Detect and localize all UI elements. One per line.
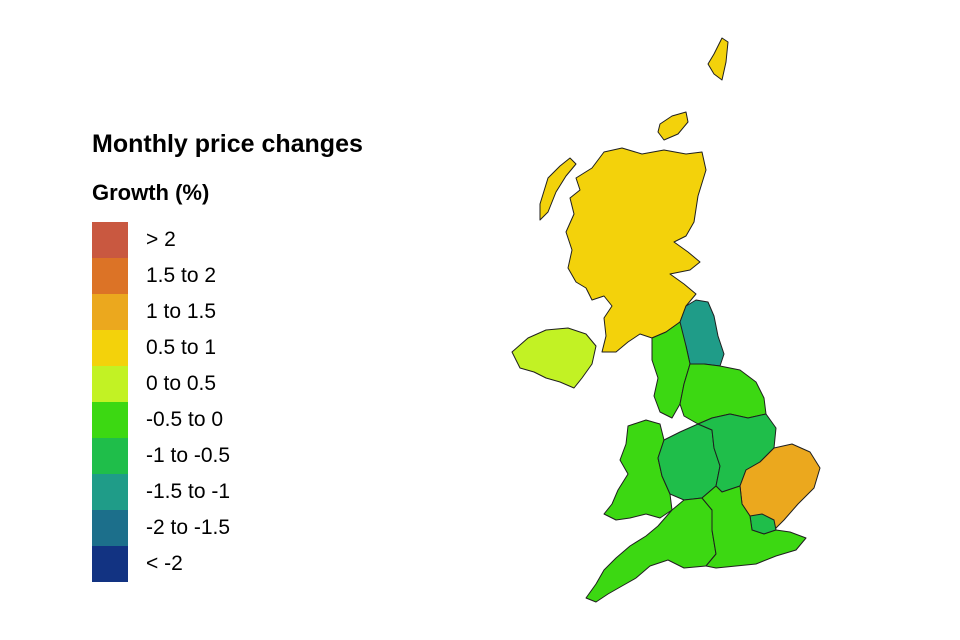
legend-swatch [92, 438, 128, 474]
legend-swatch [92, 510, 128, 546]
legend-item-minus-0-5-to-0: -0.5 to 0 [92, 402, 230, 438]
legend-item-minus-2-to-minus-1-5: -2 to -1.5 [92, 510, 230, 546]
region-west-midlands [657, 423, 721, 501]
region-scotland-western-isles [539, 157, 577, 221]
legend-label: < -2 [146, 552, 183, 575]
region-scotland-shetland [707, 37, 729, 81]
legend-swatch [92, 258, 128, 294]
region-scotland-orkney [657, 111, 689, 141]
legend-label: -2 to -1.5 [146, 516, 231, 539]
legend-label: -1.5 to -1 [146, 480, 231, 503]
legend-item-gt-2: > 2 [92, 222, 230, 258]
legend-label: -0.5 to 0 [146, 408, 224, 431]
legend-swatch [92, 294, 128, 330]
legend-item-1-5-to-2: 1.5 to 2 [92, 258, 230, 294]
legend-label: -1 to -0.5 [146, 444, 231, 467]
legend: > 2 1.5 to 2 1 to 1.5 0.5 to 1 0 to 0.5 … [92, 222, 230, 582]
region-northern-ireland [511, 327, 597, 389]
legend-label: > 2 [146, 228, 176, 251]
legend-swatch [92, 402, 128, 438]
legend-label: 1 to 1.5 [146, 300, 217, 323]
legend-swatch [92, 474, 128, 510]
legend-item-0-5-to-1: 0.5 to 1 [92, 330, 230, 366]
legend-item-0-to-0-5: 0 to 0.5 [92, 366, 230, 402]
legend-title: Monthly price changes [92, 130, 363, 158]
legend-label: 1.5 to 2 [146, 264, 217, 287]
legend-item-lt-minus-2: < -2 [92, 546, 230, 582]
legend-item-minus-1-5-to-minus-1: -1.5 to -1 [92, 474, 230, 510]
legend-label: 0 to 0.5 [146, 372, 217, 395]
legend-swatch [92, 366, 128, 402]
legend-swatch [92, 330, 128, 366]
region-south-east [701, 485, 807, 569]
legend-label: 0.5 to 1 [146, 336, 217, 359]
legend-swatch [92, 222, 128, 258]
legend-item-1-to-1-5: 1 to 1.5 [92, 294, 230, 330]
legend-swatch [92, 546, 128, 582]
legend-item-minus-1-to-minus-0-5: -1 to -0.5 [92, 438, 230, 474]
legend-subtitle: Growth (%) [92, 180, 210, 205]
region-yorkshire-humber [679, 363, 767, 425]
